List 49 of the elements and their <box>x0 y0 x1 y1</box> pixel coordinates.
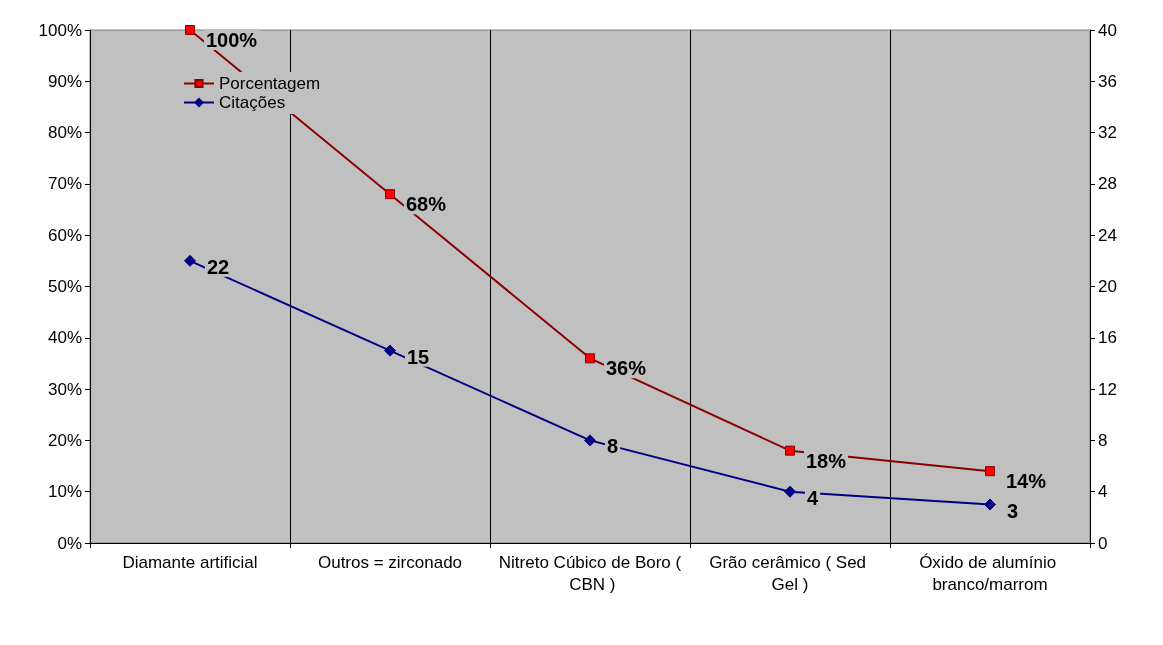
legend-label: Citações <box>219 93 286 112</box>
x-tick-label: Outros = zirconado <box>317 552 463 572</box>
y-tick-label: 70% <box>47 174 82 194</box>
y2-tick-label: 0 <box>1098 533 1108 553</box>
y2-tick-label: 40 <box>1098 20 1117 40</box>
x-tick-label: Grão cerâmico ( Sed Gel ) <box>709 552 871 594</box>
point <box>984 498 996 511</box>
data-label: 3 <box>1007 499 1019 522</box>
y2-tick-label: 12 <box>1098 379 1117 399</box>
x-tick-label: Óxido de alumínio branco/marrom <box>919 552 1061 594</box>
y-tick-label: 40% <box>47 328 82 348</box>
point <box>585 353 595 364</box>
y-tick-label: 30% <box>47 379 82 399</box>
point <box>784 485 796 498</box>
data-label: 68% <box>406 193 447 216</box>
y2-tick-label: 24 <box>1098 225 1117 245</box>
y-tick-label: 20% <box>47 430 82 450</box>
y2-tick-label: 20 <box>1098 277 1117 296</box>
y2-tick-label: 36 <box>1098 71 1117 91</box>
y2-tick-label: 28 <box>1098 174 1117 194</box>
point <box>384 344 396 357</box>
data-label: 18% <box>806 449 847 472</box>
x-tick-label: Nitreto Cúbico de Boro ( CBN ) <box>498 552 682 594</box>
data-label: 4 <box>807 486 819 509</box>
y-tick-label: 80% <box>47 123 82 143</box>
data-label: 22 <box>207 255 230 278</box>
point <box>184 254 196 267</box>
data-label: 100% <box>206 29 258 51</box>
y-tick-label: 0% <box>57 533 82 553</box>
data-label: 14% <box>1006 470 1047 493</box>
y2-tick-label: 16 <box>1098 328 1117 348</box>
y-tick-label: 100% <box>38 20 82 40</box>
data-label: 36% <box>606 357 647 380</box>
y2-tick-label: 32 <box>1098 123 1117 143</box>
y-tick-label: 90% <box>47 71 82 91</box>
y2-tick-label: 8 <box>1098 430 1108 450</box>
y-tick-label: 50% <box>47 277 82 296</box>
y2-tick-label: 4 <box>1098 482 1108 502</box>
y-tick-label: 60% <box>47 225 82 245</box>
legend-label: Porcentagem <box>219 74 321 93</box>
x-tick-label: Diamante artificial <box>122 552 258 572</box>
point <box>185 25 195 35</box>
point <box>985 466 995 477</box>
y-tick-label: 10% <box>47 482 82 502</box>
point <box>385 189 395 200</box>
point <box>584 434 596 447</box>
data-label: 8 <box>607 435 619 458</box>
point <box>785 445 795 456</box>
data-label: 15 <box>407 345 430 368</box>
